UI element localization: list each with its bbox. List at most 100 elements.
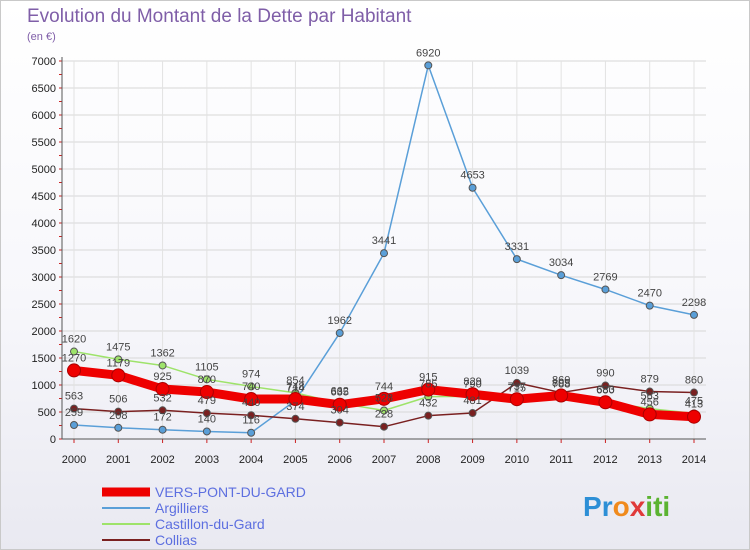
data-point <box>202 427 211 436</box>
data-label: 432 <box>419 398 437 410</box>
legend-label: Collias <box>155 532 197 548</box>
y-tick-label: 1000 <box>32 380 56 392</box>
data-label: 528 <box>375 392 393 404</box>
x-tick-label: 2008 <box>416 454 440 466</box>
data-label: 456 <box>641 396 659 408</box>
data-point <box>690 310 698 319</box>
data-label: 563 <box>65 391 83 403</box>
data-point <box>557 271 566 280</box>
x-tick-label: 2010 <box>505 454 529 466</box>
data-label: 440 <box>242 397 260 409</box>
data-label: 662 <box>331 385 349 397</box>
x-tick-label: 2004 <box>239 454 263 466</box>
data-label: 1475 <box>106 341 130 353</box>
data-point <box>645 387 654 396</box>
y-tick-label: 1500 <box>32 353 56 365</box>
data-point <box>70 421 78 430</box>
data-point <box>114 407 123 416</box>
data-point <box>690 388 698 397</box>
data-label: 635 <box>331 387 349 399</box>
x-tick-label: 2012 <box>593 454 617 466</box>
data-label: 785 <box>419 379 437 391</box>
x-tick-label: 2005 <box>283 454 307 466</box>
data-label: 116 <box>242 415 260 427</box>
data-label: 805 <box>552 378 570 390</box>
y-tick-label: 5000 <box>32 164 56 176</box>
data-label: 790 <box>463 378 481 390</box>
data-label: 1362 <box>150 347 174 359</box>
data-point <box>687 409 701 424</box>
x-tick-label: 2002 <box>150 454 174 466</box>
data-point <box>335 329 344 338</box>
data-point <box>70 404 78 413</box>
data-point <box>642 407 657 422</box>
data-label: 1179 <box>106 357 130 369</box>
data-point <box>67 363 81 378</box>
x-tick-label: 2013 <box>637 454 661 466</box>
data-label: 737 <box>508 381 526 393</box>
data-point <box>598 395 613 410</box>
data-point <box>288 392 303 407</box>
data-label: 2769 <box>593 271 617 283</box>
x-tick-label: 2000 <box>62 454 86 466</box>
data-point <box>155 382 170 397</box>
data-point <box>554 388 569 403</box>
data-point <box>645 301 654 310</box>
data-point <box>247 382 256 391</box>
data-label: 3441 <box>372 235 396 247</box>
data-label: 479 <box>198 395 216 407</box>
data-label: 4653 <box>460 170 484 182</box>
data-label: 990 <box>596 368 614 380</box>
data-label: 532 <box>153 392 171 404</box>
data-labels: 1270 1179 925 870 740 748 635 744 915 829 737 805 68… <box>62 47 706 426</box>
y-tick-label: 0 <box>50 434 56 446</box>
data-label: 1620 <box>62 334 86 346</box>
data-label: 829 <box>463 376 481 388</box>
x-tick-label: 2001 <box>106 454 130 466</box>
data-point <box>601 381 610 390</box>
data-point <box>158 361 167 370</box>
data-label: 1962 <box>327 315 351 327</box>
y-tick-label: 7000 <box>32 56 56 68</box>
y-tick-label: 5500 <box>32 137 56 149</box>
x-tick-label: 2007 <box>372 454 396 466</box>
data-label: 413 <box>685 399 703 411</box>
data-label: 2298 <box>682 297 706 309</box>
data-label: 506 <box>109 394 127 406</box>
data-point <box>421 382 436 397</box>
data-label: 481 <box>463 395 481 407</box>
y-tick-label: 2500 <box>32 299 56 311</box>
data-point <box>247 428 256 437</box>
data-point <box>202 375 211 384</box>
y-tick-label: 6000 <box>32 110 56 122</box>
y-tick-label: 3500 <box>32 245 56 257</box>
data-label: 860 <box>552 375 570 387</box>
data-label: 304 <box>331 405 349 417</box>
data-point <box>424 411 433 420</box>
logo-text: Proxiti <box>583 491 670 522</box>
data-point <box>380 422 388 431</box>
data-label: 208 <box>109 410 127 422</box>
data-label: 3034 <box>549 257 573 269</box>
data-point <box>158 406 167 415</box>
data-point <box>199 385 214 400</box>
data-point <box>114 423 123 432</box>
data-label: 854 <box>286 375 304 387</box>
data-label: 140 <box>198 413 216 425</box>
data-label: 475 <box>685 395 703 407</box>
data-label: 974 <box>242 368 260 380</box>
data-label: 683 <box>596 384 614 396</box>
y-tick-label: 500 <box>38 407 56 419</box>
data-point <box>380 249 388 258</box>
data-point <box>335 418 344 427</box>
series-lines <box>67 61 701 437</box>
y-tick-label: 6500 <box>32 83 56 95</box>
data-label: 1039 <box>505 365 529 377</box>
data-label: 680 <box>596 384 614 396</box>
data-point <box>202 409 211 418</box>
data-point <box>377 391 391 406</box>
data-label: 860 <box>685 375 703 387</box>
data-point <box>244 392 259 407</box>
